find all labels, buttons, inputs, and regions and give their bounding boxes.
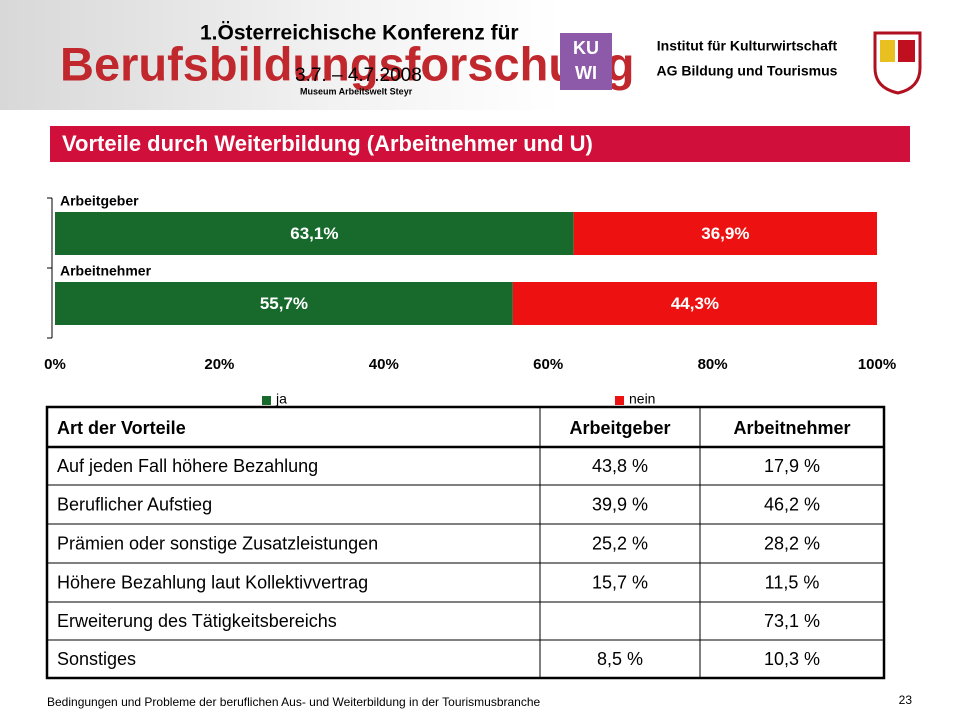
title-bar [50,126,910,162]
table-cell: 17,9 % [764,456,820,476]
table-cell: Beruflicher Aufstieg [57,494,212,514]
conference-name: Berufsbildungsforschung [60,37,634,90]
crest [898,40,915,62]
table-cell: Sonstiges [57,649,136,669]
venue: Museum Arbeitswelt Steyr [300,86,413,96]
bar-segment [55,282,513,325]
table-cell: 43,8 % [592,456,648,476]
value-label: 55,7% [260,294,308,313]
category-label: Arbeitgeber [60,193,139,209]
logo-text: KU [573,38,599,58]
table-cell: Prämien oder sonstige Zusatzleistungen [57,533,378,553]
crest [880,40,895,62]
header-background [0,0,560,110]
value-label: 63,1% [290,224,338,243]
legend-swatch [262,396,271,405]
x-tick-label: 60% [533,356,563,373]
x-tick-label: 100% [858,356,896,373]
table-cell: 46,2 % [764,494,820,514]
value-label: 36,9% [701,224,749,243]
value-label: 44,3% [671,294,719,313]
logo-box [560,33,612,90]
bar-segment [573,212,877,255]
logo-text: WI [575,63,597,83]
table-cell: Höhere Bezahlung laut Kollektivvertrag [57,572,368,592]
legend-swatch [615,396,624,405]
table-cell: 25,2 % [592,533,648,553]
x-tick-label: 0% [44,356,66,373]
table-cell: 10,3 % [764,649,820,669]
footer-text: Bedingungen und Probleme der beruflichen… [47,695,541,709]
table-cell: Auf jeden Fall höhere Bezahlung [57,456,318,476]
table-cell: 8,5 % [597,649,643,669]
x-tick-label: 40% [369,356,399,373]
table-header: Arbeitnehmer [733,418,850,438]
legend-label: nein [629,391,655,407]
bar-segment [512,282,877,325]
x-tick-label: 80% [698,356,728,373]
table-header: Art der Vorteile [57,418,186,438]
table-header: Arbeitgeber [569,418,670,438]
table-cell: 73,1 % [764,611,820,631]
table-cell: Erweiterung des Tätigkeitsbereichs [57,611,337,631]
table-cell: 15,7 % [592,572,648,592]
bar-segment [55,212,574,255]
table-frame [45,405,886,680]
institute: AG Bildung und Tourismus [657,63,838,79]
table-cell: 39,9 % [592,494,648,514]
conference-date: 3.7. – 4.7.2008 [295,65,422,86]
table-cell: 11,5 % [765,572,820,592]
slide-title: Vorteile durch Weiterbildung (Arbeitnehm… [62,131,593,156]
table-cell: 28,2 % [764,533,820,553]
conference: 1.Österreichische Konferenz für [200,22,519,45]
x-tick-label: 20% [204,356,234,373]
page-number: 23 [899,693,913,707]
category-label: Arbeitnehmer [60,263,152,279]
institute: Institut für Kulturwirtschaft [657,38,838,54]
legend-label: ja [275,391,287,407]
